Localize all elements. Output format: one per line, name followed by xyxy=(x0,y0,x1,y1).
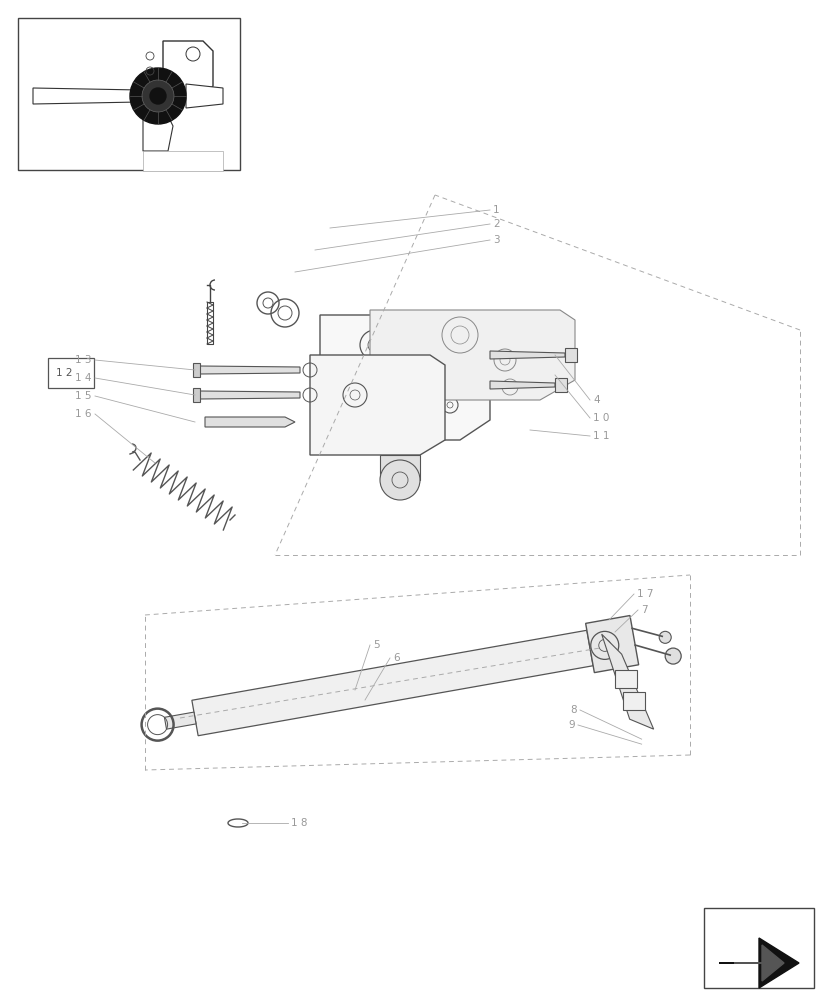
Polygon shape xyxy=(733,945,783,981)
Circle shape xyxy=(150,88,165,104)
Text: 1 3: 1 3 xyxy=(75,355,92,365)
Bar xyxy=(703,908,813,988)
Polygon shape xyxy=(200,366,299,374)
Polygon shape xyxy=(200,391,299,399)
Text: 5: 5 xyxy=(372,640,379,650)
Polygon shape xyxy=(205,417,294,427)
Bar xyxy=(48,358,94,388)
Text: 1 7: 1 7 xyxy=(636,589,653,599)
Polygon shape xyxy=(143,151,222,171)
Text: 1 2: 1 2 xyxy=(56,368,73,378)
Text: 7: 7 xyxy=(640,605,647,615)
Circle shape xyxy=(658,631,671,643)
Polygon shape xyxy=(33,88,140,104)
Text: 1 8: 1 8 xyxy=(290,818,307,828)
Circle shape xyxy=(380,460,419,500)
Text: 3: 3 xyxy=(492,235,499,245)
Polygon shape xyxy=(554,378,566,392)
Text: 9: 9 xyxy=(567,720,574,730)
Polygon shape xyxy=(143,116,173,151)
Bar xyxy=(623,692,644,710)
Polygon shape xyxy=(309,355,444,455)
Text: 4: 4 xyxy=(592,395,599,405)
Polygon shape xyxy=(380,455,419,480)
Text: 1 6: 1 6 xyxy=(75,409,92,419)
Circle shape xyxy=(141,80,174,112)
Polygon shape xyxy=(186,84,222,108)
Text: 1 4: 1 4 xyxy=(75,373,92,383)
Text: 1 5: 1 5 xyxy=(75,391,92,401)
Polygon shape xyxy=(585,616,638,673)
Polygon shape xyxy=(193,363,200,377)
Polygon shape xyxy=(490,381,554,389)
Polygon shape xyxy=(601,634,653,729)
Polygon shape xyxy=(319,315,509,440)
Text: 6: 6 xyxy=(393,653,399,663)
Text: 2: 2 xyxy=(492,219,499,229)
Text: 1: 1 xyxy=(492,205,499,215)
Circle shape xyxy=(130,68,186,124)
Polygon shape xyxy=(564,348,576,362)
Text: 8: 8 xyxy=(570,705,576,715)
Polygon shape xyxy=(165,712,196,729)
Polygon shape xyxy=(490,351,564,359)
Polygon shape xyxy=(234,820,241,826)
Text: 1 1: 1 1 xyxy=(592,431,609,441)
Bar xyxy=(18,18,240,170)
Polygon shape xyxy=(193,388,200,402)
Polygon shape xyxy=(370,310,574,400)
Bar xyxy=(614,670,636,688)
Polygon shape xyxy=(718,938,798,988)
Polygon shape xyxy=(163,41,213,96)
Text: 1 0: 1 0 xyxy=(592,413,609,423)
Circle shape xyxy=(664,648,681,664)
Polygon shape xyxy=(192,630,592,736)
